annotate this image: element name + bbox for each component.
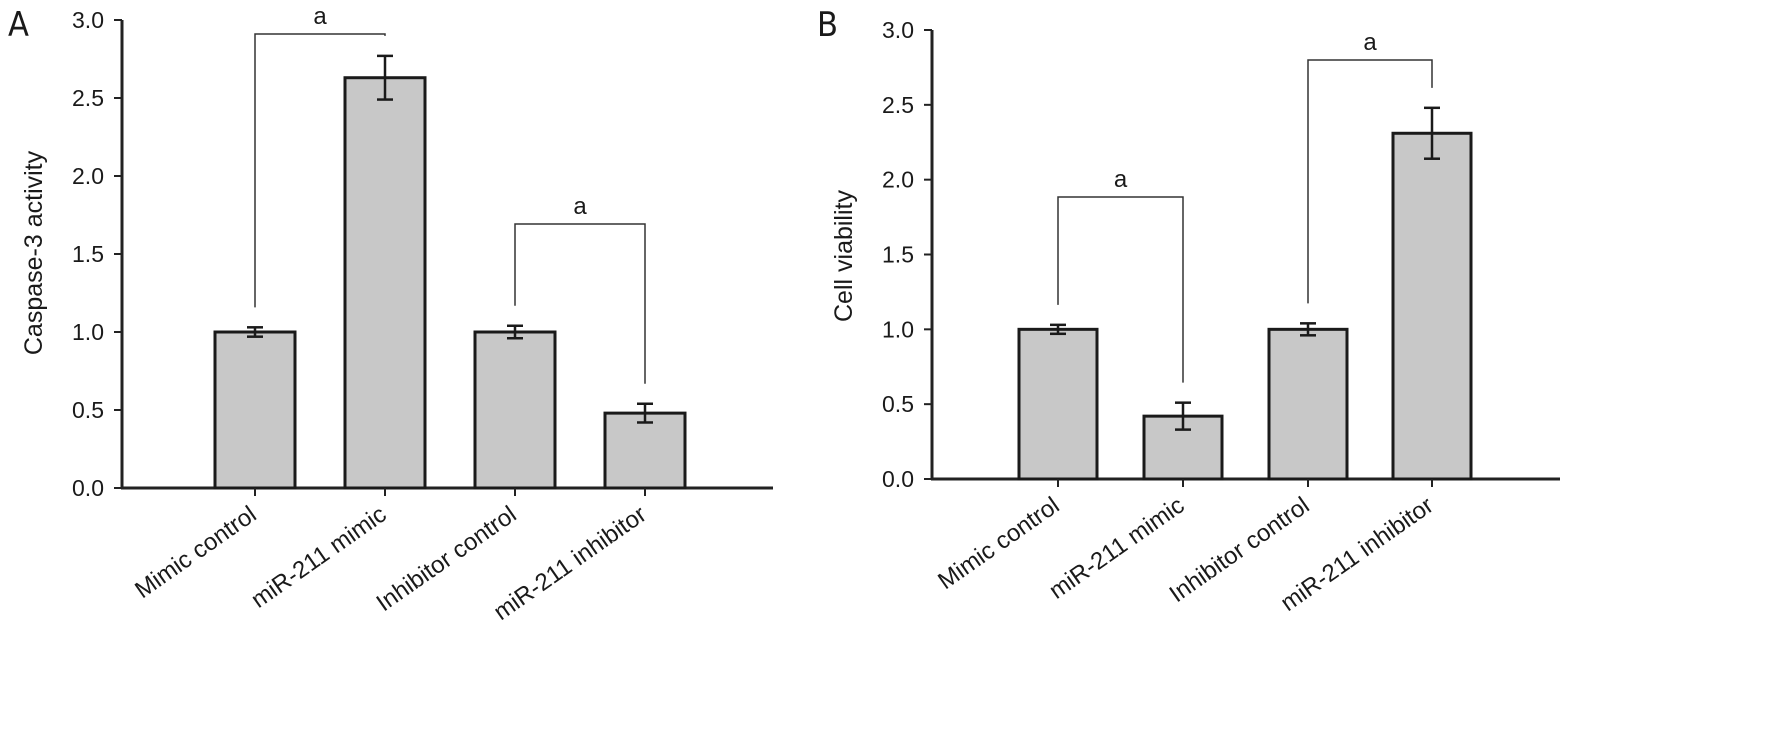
y-tick-label: 1.5 <box>882 242 914 268</box>
significance-label: a <box>1363 29 1377 56</box>
y-tick-label: 1.5 <box>72 241 104 267</box>
bar <box>343 76 427 490</box>
bar <box>603 411 687 490</box>
x-category-label: Mimic control <box>130 501 261 604</box>
y-tick-label: 0.0 <box>882 466 914 492</box>
y-tick-label: 2.0 <box>882 167 914 193</box>
significance-label: a <box>313 3 327 30</box>
panel-letter: B <box>817 5 838 45</box>
y-tick-label: 2.0 <box>72 163 104 189</box>
y-tick-label: 0.0 <box>72 475 104 501</box>
y-tick-label: 3.0 <box>882 17 914 43</box>
panel-a: A 0.0 0.5 1.0 1.5 2.0 2.5 3.0 Caspase-3 activity… <box>8 3 773 626</box>
x-category-label: miR-211 mimic <box>246 501 391 614</box>
bar <box>473 330 557 490</box>
y-axis-title: Caspase-3 activity <box>20 150 48 355</box>
significance-label: a <box>1114 166 1128 193</box>
y-tick-label: 0.5 <box>882 391 914 417</box>
bar <box>1017 327 1099 481</box>
x-category-label: Mimic control <box>933 492 1064 595</box>
y-tick-label: 3.0 <box>72 7 104 33</box>
significance-bracket <box>514 223 646 384</box>
y-tick-label: 1.0 <box>72 319 104 345</box>
significance-bracket <box>254 33 386 308</box>
significance-bracket <box>1307 59 1433 304</box>
bar <box>1267 327 1349 481</box>
significance-bracket <box>1057 196 1184 383</box>
panel-b: B 0.0 0.5 1.0 1.5 2.0 2.5 3.0 Cell viability Mimi… <box>817 5 1560 617</box>
significance-label: a <box>573 193 587 220</box>
bar <box>213 330 297 490</box>
y-tick-label: 1.0 <box>882 316 914 342</box>
panel-letter: A <box>8 5 29 45</box>
y-tick-label: 2.5 <box>72 85 104 111</box>
y-tick-label: 0.5 <box>72 397 104 423</box>
bar <box>1391 131 1473 481</box>
y-axis-title: Cell viability <box>830 190 858 322</box>
y-tick-label: 2.5 <box>882 92 914 118</box>
